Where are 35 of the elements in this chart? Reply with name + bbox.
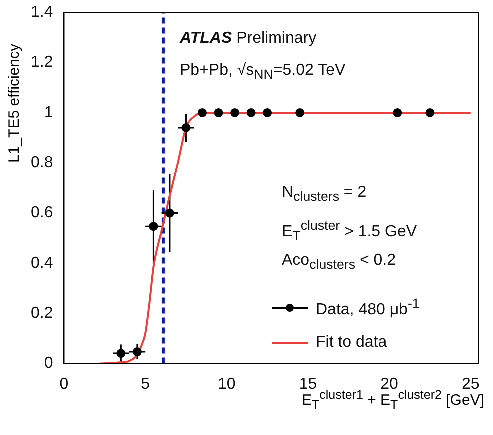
point [246, 108, 256, 118]
point [263, 108, 272, 118]
point [198, 108, 207, 118]
x-tick-label: 15 [299, 376, 318, 393]
annotation: E$_{T}$$^{cluster}$ > 1.5 GeV [282, 218, 418, 244]
point [116, 349, 126, 358]
y-tick-label: 0 [44, 355, 54, 372]
x-tick-label: 20 [380, 376, 399, 393]
y-tick-label: 1 [44, 104, 54, 122]
y-tick-label: 0.4 [30, 254, 54, 272]
y-tick-label: 0.6 [30, 204, 54, 222]
point [165, 208, 174, 218]
point [296, 108, 305, 118]
point [149, 222, 158, 232]
point [182, 123, 191, 132]
y-tick-label: 0.2 [30, 305, 54, 322]
point [214, 108, 224, 118]
y-tick-label: 0.8 [30, 154, 54, 172]
annotation: Pb+Pb, √s$_{NN}$=5.02 TeV [180, 62, 346, 82]
point [426, 108, 435, 118]
annotation: ATLAS Preliminary [180, 30, 317, 48]
x-tick-label: 0 [60, 376, 69, 393]
legend-label: Fit to data [316, 334, 388, 352]
annotation: Aco$_{clusters}$ < 0.2 [282, 252, 396, 272]
legend-label: Data, 480 μb$^{-1}$ [316, 296, 420, 320]
x-tick-label: 5 [141, 376, 150, 393]
y-tick-label: 1.4 [30, 4, 54, 22]
annotation: N$_{clusters}$ = 2 [282, 184, 367, 204]
point [230, 108, 240, 118]
point [132, 348, 142, 357]
y-axis-title: L1_TE5 efficiency [6, 44, 23, 163]
x-tick-label: 10 [218, 376, 236, 393]
point [393, 108, 402, 118]
y-tick-label: 1.2 [30, 54, 54, 72]
x-tick-label: 25 [462, 376, 480, 393]
